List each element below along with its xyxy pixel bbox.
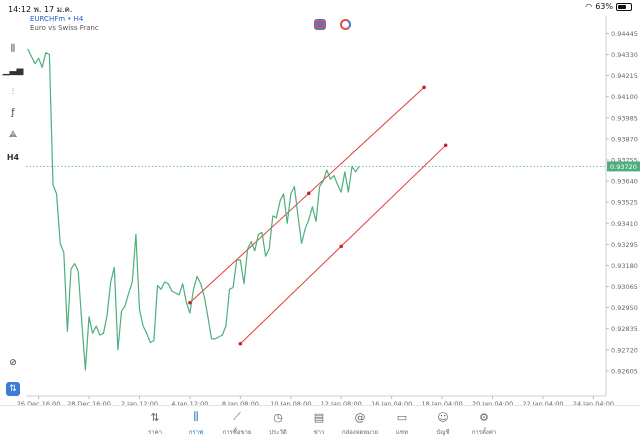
nav-chat[interactable]: ▭ แชท bbox=[380, 410, 424, 437]
current-price-label: 0.93720 bbox=[610, 163, 637, 171]
function-icon[interactable]: ƒ bbox=[11, 108, 15, 118]
one-click-trade-icon[interactable] bbox=[314, 19, 326, 30]
bottom-navigation: ⇅ ราคา ⫼ กราฟ ⟋ การซื้อขาย ◷ ประวัติ ▤ ข่าว @ กล่อง… bbox=[0, 405, 640, 447]
battery-percent: 63% bbox=[595, 2, 613, 11]
status-right: ◠ 63% bbox=[585, 2, 632, 11]
y-tick-label: 0.93985 bbox=[611, 114, 638, 122]
current-price-badge bbox=[607, 161, 640, 172]
gear-icon: ⚙ bbox=[479, 410, 489, 424]
nav-news[interactable]: ▤ ข่าว bbox=[297, 410, 341, 437]
symbol-header[interactable]: EURCHFm • H4 Euro vs Swiss Franc bbox=[30, 15, 99, 33]
mail-at-icon: @ bbox=[354, 410, 366, 424]
nav-label: กราฟ bbox=[188, 429, 204, 436]
nav-mailbox[interactable]: @ กล่องจดหมาย bbox=[338, 410, 382, 437]
symbol-title[interactable]: EURCHFm • H4 bbox=[30, 15, 84, 23]
y-tick-label: 0.94330 bbox=[611, 51, 638, 59]
wifi-icon: ◠ bbox=[585, 2, 593, 11]
y-tick-label: 0.93180 bbox=[611, 262, 638, 270]
channel-anchor-point bbox=[422, 85, 426, 90]
y-tick-label: 0.93410 bbox=[611, 220, 638, 228]
settings-sliders-icon[interactable]: ⫶ bbox=[11, 87, 15, 97]
y-tick-label: 0.94215 bbox=[611, 72, 638, 80]
nav-label: ประวัติ bbox=[269, 429, 287, 436]
x-tick-label: 2 Jan 12:00 bbox=[121, 400, 158, 408]
y-tick-label: 0.93870 bbox=[611, 135, 638, 143]
y-tick-label: 0.94100 bbox=[611, 93, 638, 101]
x-tick-label: 22 Jan 04:00 bbox=[522, 400, 563, 408]
x-tick-label: 20 Jan 04:00 bbox=[472, 400, 513, 408]
y-tick-label: 0.93065 bbox=[611, 283, 638, 291]
y-tick-label: 0.93755 bbox=[611, 156, 638, 164]
history-icon: ◷ bbox=[273, 410, 283, 424]
indicators-icon[interactable]: ▁▃▅ bbox=[2, 66, 24, 76]
nav-label: การซื้อขาย bbox=[222, 429, 252, 436]
x-tick-label: 24 Jan 04:00 bbox=[573, 400, 614, 408]
nav-label: ราคา bbox=[148, 429, 162, 436]
channel-anchor-point bbox=[339, 244, 344, 249]
nav-trade[interactable]: ⟋ การซื้อขาย bbox=[215, 410, 259, 437]
price-line bbox=[27, 48, 360, 371]
channel-trendline bbox=[240, 144, 447, 345]
chart-candles-icon: ⫼ bbox=[193, 410, 199, 423]
nav-label: แชท bbox=[396, 429, 408, 436]
x-tick-label: 8 Jan 08:00 bbox=[222, 400, 259, 408]
news-icon: ▤ bbox=[313, 410, 325, 424]
x-tick-label: 4 Jan 12:00 bbox=[171, 400, 208, 408]
y-tick-label: 0.93295 bbox=[611, 241, 638, 249]
nav-label: บัญชี bbox=[436, 429, 450, 436]
trade-icon[interactable]: ⇅ bbox=[6, 382, 20, 396]
x-tick-label: 10 Jan 08:00 bbox=[270, 400, 311, 408]
channel-anchor-point bbox=[443, 143, 448, 148]
y-tick-label: 0.92605 bbox=[611, 367, 638, 375]
nav-quotes[interactable]: ⇅ ราคา bbox=[133, 410, 177, 437]
y-tick-label: 0.93525 bbox=[611, 199, 638, 207]
x-tick-label: 18 Jan 04:00 bbox=[422, 400, 463, 408]
price-chart[interactable]: 0.94445 0.94330 0.94215 0.94100 0.93985 0.938… bbox=[0, 0, 640, 410]
x-tick-label: 12 Jan 08:00 bbox=[321, 400, 362, 408]
channel-anchor-point bbox=[238, 341, 243, 346]
x-tick-label: 28 Dec 16:00 bbox=[67, 400, 111, 408]
y-tick-label: 0.92835 bbox=[611, 325, 638, 333]
status-time: 14:12 พ. 17 ม.ค. bbox=[8, 5, 73, 14]
nav-settings[interactable]: ⚙ การตั้งค่า bbox=[462, 410, 506, 437]
quotes-icon: ⇅ bbox=[150, 410, 160, 424]
y-tick-label: 0.92720 bbox=[611, 346, 638, 354]
battery-icon bbox=[616, 2, 632, 11]
nav-label: ข่าว bbox=[313, 429, 325, 436]
nav-label: การตั้งค่า bbox=[471, 429, 497, 436]
x-tick-label: 16 Jan 04:00 bbox=[371, 400, 412, 408]
nav-history[interactable]: ◷ ประวัติ bbox=[256, 410, 300, 437]
crosshair-search-icon[interactable]: ⊘ bbox=[9, 358, 17, 368]
top-actions bbox=[314, 19, 351, 30]
y-tick-label: 0.92950 bbox=[611, 304, 638, 312]
chart-type-icon[interactable]: ⫼ bbox=[10, 44, 16, 54]
channel-trendline bbox=[189, 86, 425, 304]
y-tick-label: 0.94445 bbox=[611, 30, 638, 38]
nav-label: กล่องจดหมาย bbox=[341, 429, 379, 436]
chat-icon: ▭ bbox=[396, 410, 408, 424]
x-tick-label: 26 Dec 16:00 bbox=[17, 400, 61, 408]
sync-icon[interactable] bbox=[340, 19, 351, 30]
y-tick-label: 0.93640 bbox=[611, 178, 638, 186]
nav-chart[interactable]: ⫼ กราฟ bbox=[174, 410, 218, 437]
trade-chart-icon: ⟋ bbox=[233, 410, 241, 423]
channel-anchor-point bbox=[306, 191, 311, 196]
channel-anchor-point bbox=[188, 300, 192, 305]
symbol-description: Euro vs Swiss Franc bbox=[30, 24, 99, 32]
status-bar: 14:12 พ. 17 ม.ค. ◠ 63% bbox=[0, 0, 640, 14]
objects-icon[interactable]: ⟁ bbox=[8, 130, 18, 140]
nav-account[interactable]: ☺ บัญชี bbox=[421, 410, 465, 437]
timeframe-button[interactable]: H4 bbox=[6, 152, 20, 162]
account-icon: ☺ bbox=[437, 410, 449, 424]
